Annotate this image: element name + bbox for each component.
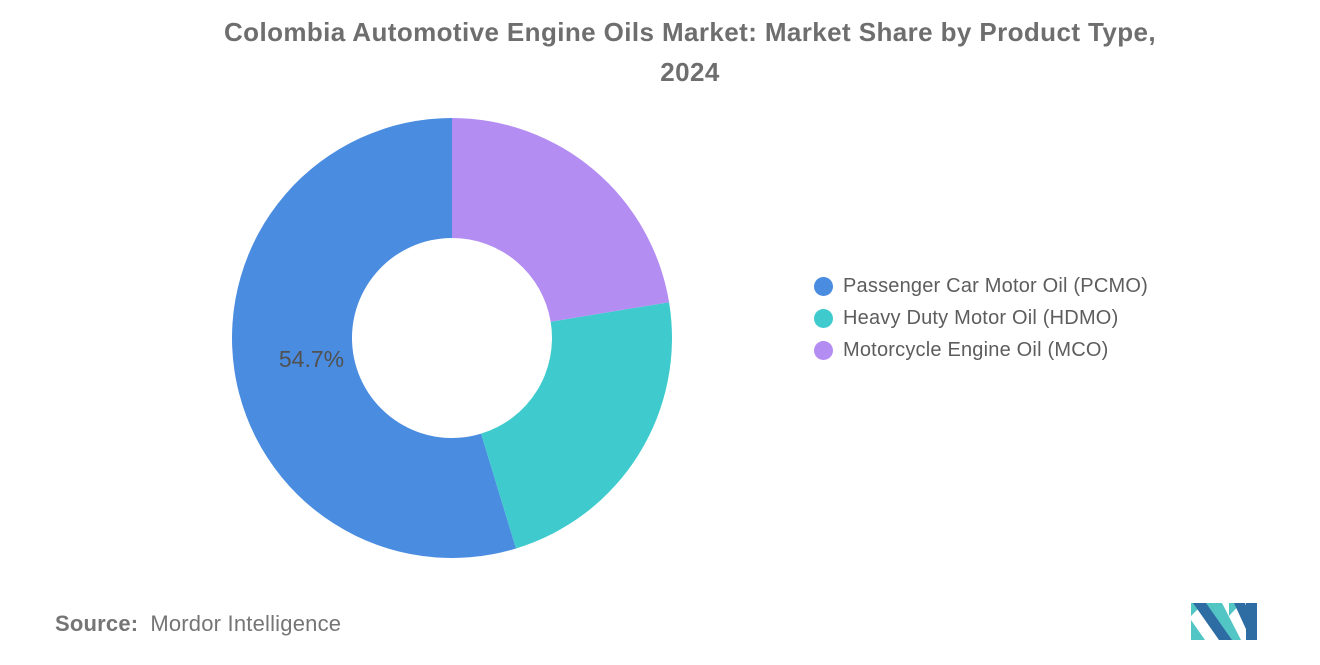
chart-title-line1: Colombia Automotive Engine Oils Market: … — [224, 17, 1156, 47]
donut-slice-mco[interactable] — [452, 118, 670, 322]
chart-title: Colombia Automotive Engine Oils Market: … — [60, 12, 1320, 92]
donut-chart: 54.7% — [232, 118, 672, 558]
source-text: Mordor Intelligence — [150, 611, 342, 636]
legend-item-hdmo[interactable]: Heavy Duty Motor Oil (HDMO) — [814, 302, 1148, 334]
donut-slice-hdmo[interactable] — [481, 302, 672, 549]
legend-label: Heavy Duty Motor Oil (HDMO) — [843, 306, 1119, 329]
legend-marker-icon — [814, 276, 833, 296]
chart-title-line2: 2024 — [660, 57, 720, 87]
slice-label: 54.7% — [279, 346, 344, 372]
source-label: Source: — [55, 611, 139, 636]
chart-legend: Passenger Car Motor Oil (PCMO) Heavy Duty… — [814, 270, 1148, 366]
legend-marker-icon — [814, 308, 833, 328]
legend-label: Passenger Car Motor Oil (PCMO) — [843, 274, 1148, 297]
mordor-intelligence-logo — [1191, 603, 1257, 640]
logo-left-blue-diagonal — [1193, 603, 1232, 640]
legend-item-mco[interactable]: Motorcycle Engine Oil (MCO) — [814, 334, 1148, 366]
logo-right-blue-bar — [1246, 603, 1257, 640]
logo-bottomleft-teal-triangle — [1191, 620, 1205, 640]
source-note: Source: Mordor Intelligence — [55, 611, 341, 637]
donut-slice-pcmo[interactable] — [232, 118, 517, 558]
logo-mid-teal-band — [1205, 603, 1241, 640]
legend-marker-icon — [814, 340, 833, 360]
legend-label: Motorcycle Engine Oil (MCO) — [843, 338, 1109, 361]
legend-item-pcmo[interactable]: Passenger Car Motor Oil (PCMO) — [814, 270, 1148, 302]
